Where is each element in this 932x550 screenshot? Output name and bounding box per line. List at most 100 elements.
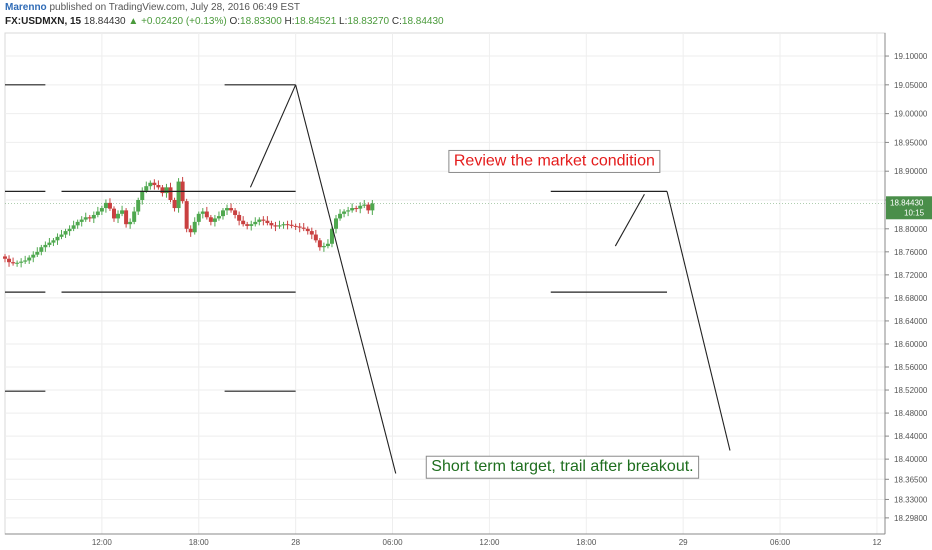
candle-body: [305, 228, 310, 232]
high-value: 18.84521: [294, 16, 337, 27]
candle-body: [362, 204, 367, 206]
candle-body: [366, 204, 371, 211]
candle-body: [338, 213, 343, 219]
annotation-text: Review the market condition: [454, 152, 655, 169]
candle-body: [15, 262, 20, 264]
candle-body: [176, 181, 181, 209]
candle-body: [83, 217, 88, 220]
candle-body: [204, 211, 209, 218]
y-tick-label: 18.36500: [894, 475, 928, 484]
candle-body: [172, 200, 177, 209]
candle-body: [164, 187, 169, 194]
candle-body: [71, 225, 76, 229]
candle-body: [59, 234, 64, 237]
candle-body: [281, 224, 286, 226]
candle-body: [31, 254, 36, 258]
candle-body: [132, 211, 137, 222]
y-tick-label: 18.76000: [894, 248, 928, 257]
candle-body: [87, 217, 92, 219]
candle-body: [216, 216, 221, 219]
candle-body: [225, 208, 230, 211]
candle-body: [75, 221, 80, 226]
candle-body: [99, 208, 104, 212]
candle-body: [136, 200, 141, 212]
candle-body: [249, 224, 254, 226]
y-tick-label: 18.48000: [894, 409, 928, 418]
symbol-label[interactable]: FX:USDMXN, 15: [5, 16, 82, 27]
trend-lines: [249, 84, 731, 474]
last-price-tag: [886, 196, 932, 220]
candle-body: [11, 262, 16, 264]
candle-body: [79, 219, 84, 222]
price-axis[interactable]: 19.10000 19.05000 19.00000 18.95000 18.90000…: [884, 33, 932, 534]
candles: [3, 176, 375, 268]
annotations: Review the market condition Short term ta…: [425, 149, 700, 479]
candle-body: [200, 211, 205, 214]
y-tick-label: 18.60000: [894, 340, 928, 349]
candle-body: [269, 223, 274, 226]
trend-line: [666, 191, 731, 451]
candle-body: [273, 225, 278, 227]
author-link[interactable]: Marenno: [5, 2, 47, 13]
high-label: H:: [284, 16, 295, 27]
candle-body: [321, 246, 326, 248]
candle-body: [370, 203, 375, 211]
candle-body: [293, 225, 298, 227]
x-tick-label: 12: [872, 538, 881, 547]
candle-body: [63, 231, 68, 235]
candle-body: [144, 186, 149, 191]
candle-body: [152, 182, 157, 186]
candle-body: [188, 228, 193, 233]
y-tick-label: 18.52000: [894, 386, 928, 395]
x-tick-label: 12:00: [92, 538, 113, 547]
time-axis[interactable]: 12:00 18:00 28 06:00 12:00 18:00 29 06:00 12: [5, 533, 885, 547]
candle-body: [184, 201, 189, 229]
candle-body: [358, 205, 363, 209]
candle-body: [350, 208, 355, 211]
candle-body: [168, 187, 173, 200]
candle-body: [128, 221, 133, 225]
candle-body: [257, 219, 262, 222]
candle-body: [47, 242, 52, 245]
candle-body: [51, 240, 56, 243]
open-label: O:: [229, 16, 241, 27]
trend-line: [295, 84, 397, 474]
candle-body: [354, 208, 359, 210]
close-value: 18.84430: [401, 16, 444, 27]
candle-body: [120, 210, 125, 214]
publish-line: Marenno published on TradingView.com, Ju…: [5, 2, 300, 13]
candle-body: [192, 221, 197, 233]
candle-body: [253, 221, 258, 225]
x-tick-label: 06:00: [383, 538, 404, 547]
candle-body: [67, 228, 72, 232]
y-tick-label: 18.68000: [894, 294, 928, 303]
y-tick-label: 19.10000: [894, 52, 928, 61]
candle-body: [148, 182, 153, 187]
y-tick-label: 18.33000: [894, 495, 928, 504]
grid: [4, 32, 886, 535]
annotation-review: Review the market condition: [448, 149, 661, 173]
y-tick-label: 18.64000: [894, 317, 928, 326]
candle-body: [229, 208, 234, 211]
trend-line: [249, 84, 297, 188]
close-label: C:: [391, 16, 402, 27]
y-tick-label: 19.05000: [894, 81, 928, 90]
candle-body: [313, 234, 318, 241]
candle-body: [43, 244, 48, 248]
candle-body: [301, 227, 306, 229]
y-tick-label: 19.00000: [894, 110, 928, 119]
chart-header: Marenno published on TradingView.com, Ju…: [0, 0, 932, 32]
candle-body: [124, 210, 129, 225]
candle-body: [27, 257, 32, 261]
candle-body: [346, 210, 351, 212]
candle-body: [156, 185, 161, 188]
candle-body: [91, 214, 96, 219]
x-tick-label: 29: [679, 538, 688, 547]
low-value: 18.83270: [347, 16, 390, 27]
candle-body: [289, 224, 294, 226]
candle-body: [237, 214, 242, 221]
open-value: 18.83300: [240, 16, 282, 27]
x-tick-label: 18:00: [189, 538, 210, 547]
candle-body: [103, 202, 108, 209]
